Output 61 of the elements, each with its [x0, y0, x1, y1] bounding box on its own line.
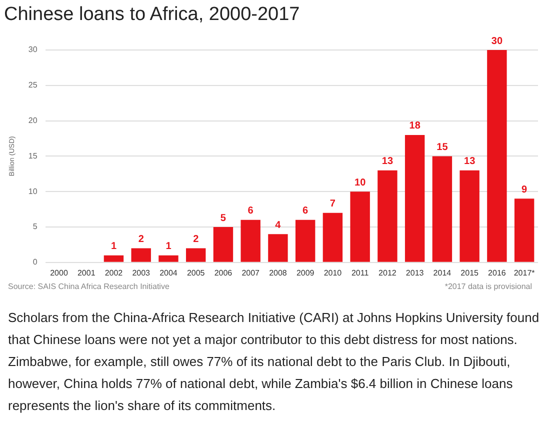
bar: [240, 220, 260, 262]
bar: [158, 255, 178, 262]
y-tick-label: 15: [28, 151, 38, 160]
bar: [295, 220, 316, 262]
bar: [322, 212, 343, 262]
data-label: 15: [436, 142, 448, 153]
x-tick-label: 2017*: [514, 268, 535, 278]
data-label: 1: [110, 241, 117, 252]
bar: [186, 248, 206, 262]
text: *2017 data is provisional: [444, 282, 532, 291]
x-tick-label: 2011: [351, 268, 370, 278]
x-tick-label: 2016: [488, 268, 506, 278]
bar: [487, 50, 507, 262]
data-label: 13: [464, 156, 476, 168]
bar: [268, 234, 288, 262]
bar: [378, 170, 398, 262]
x-tick-label: 2010: [324, 268, 342, 278]
y-tick-label: 5: [32, 222, 38, 232]
data-label: 30: [491, 36, 503, 47]
y-tick-label: 20: [28, 116, 38, 126]
x-tick-label: 2000: [50, 268, 68, 278]
x-tick-label: 2008: [269, 268, 288, 278]
x-tick-label: 2002: [104, 268, 124, 278]
x-tick-label: 2014: [433, 268, 452, 278]
x-tick-label: 2006: [214, 268, 233, 278]
bar: [131, 248, 151, 262]
data-label: 6: [302, 206, 309, 217]
bar: [404, 134, 425, 262]
y-tick-label: 25: [28, 80, 38, 90]
data-label: 18: [409, 120, 421, 132]
x-tick-label: 2013: [406, 268, 424, 278]
bar: [514, 198, 534, 262]
source-note: Source: SAIS China Africa Research Initiative: [8, 282, 170, 291]
x-tick-label: 2007: [242, 268, 260, 278]
bar: [104, 255, 124, 262]
data-label: 5: [220, 212, 226, 224]
y-tick-label: 10: [28, 186, 38, 196]
x-tick-label: 2001: [77, 268, 96, 278]
x-tick-label: 2004: [160, 268, 178, 278]
x-tick-label: 2015: [460, 268, 480, 278]
text: Scholars from the China-Africa Research Initiative (CARI) at Johns Hopkins University found that Chinese loans were not yet a major contributor to this debt distress for most nations. Zimbabwe, for example, still owes 77% of its national debt to the Paris Club. In Djibouti, however, China holds 77% of national debt, while Zambia's $6.4 billion in Chinese loans represents the lion's share of its commitments.: [8, 309, 540, 415]
x-tick-label: 2005: [186, 268, 206, 278]
data-label: 2: [138, 234, 144, 245]
data-label: 2: [193, 234, 200, 245]
data-label: 13: [382, 156, 394, 168]
x-tick-label: 2003: [132, 268, 151, 278]
data-label: 4: [275, 220, 282, 231]
data-label: 7: [330, 198, 336, 210]
data-label: 6: [248, 206, 254, 217]
y-tick-label: 0: [32, 258, 38, 267]
data-label: 9: [522, 184, 528, 196]
bar: [213, 227, 234, 262]
bar: [460, 170, 480, 262]
y-tick-label: 30: [28, 45, 38, 54]
chart-title: Chinese loans to Africa, 2000-2017: [3, 3, 301, 27]
x-tick-label: 2012: [378, 268, 397, 278]
bar: [432, 156, 452, 262]
data-label: 10: [354, 177, 366, 188]
x-tick-label: 2009: [296, 268, 315, 278]
bar: [350, 192, 370, 262]
data-label: 1: [166, 241, 172, 252]
